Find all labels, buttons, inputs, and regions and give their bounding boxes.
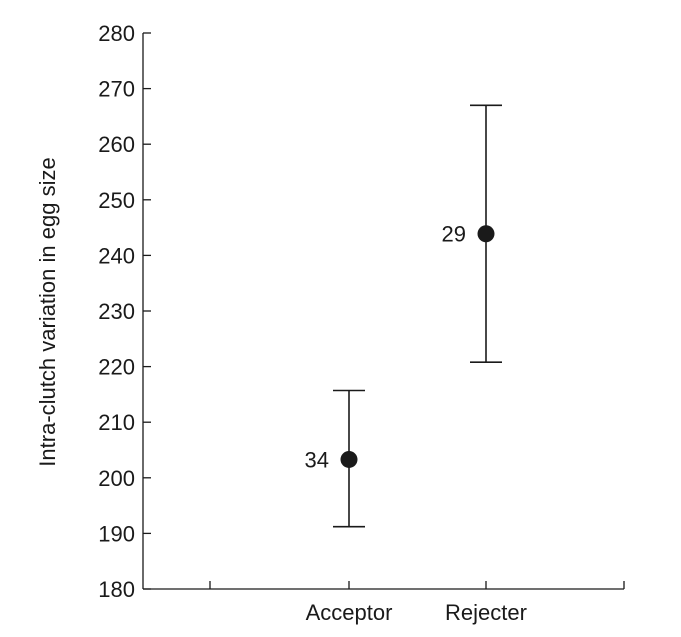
y-tick-label: 180 <box>98 577 135 602</box>
y-tick-label: 230 <box>98 299 135 324</box>
y-tick-label: 270 <box>98 77 135 102</box>
y-tick-label: 210 <box>98 410 135 435</box>
sample-size-label: 34 <box>305 447 329 472</box>
y-tick-label: 250 <box>98 188 135 213</box>
x-axis: Acceptor Rejecter <box>143 581 625 625</box>
y-tick-label: 260 <box>98 132 135 157</box>
y-tick-label: 190 <box>98 521 135 546</box>
y-tick-label: 280 <box>98 21 135 46</box>
mean-point <box>340 450 358 468</box>
mean-point <box>477 225 495 243</box>
sample-size-label: 29 <box>442 222 466 247</box>
y-tick-label: 220 <box>98 355 135 380</box>
y-axis: 180 190 200 210 220 230 240 250 260 270 280 <box>98 21 151 602</box>
x-category-label: Acceptor <box>306 600 393 625</box>
x-category-label: Rejecter <box>445 600 527 625</box>
y-axis-title: Intra-clutch variation in egg size <box>35 157 60 466</box>
y-tick-label: 200 <box>98 466 135 491</box>
y-tick-label: 240 <box>98 243 135 268</box>
data-marks: 34 29 <box>305 104 502 528</box>
